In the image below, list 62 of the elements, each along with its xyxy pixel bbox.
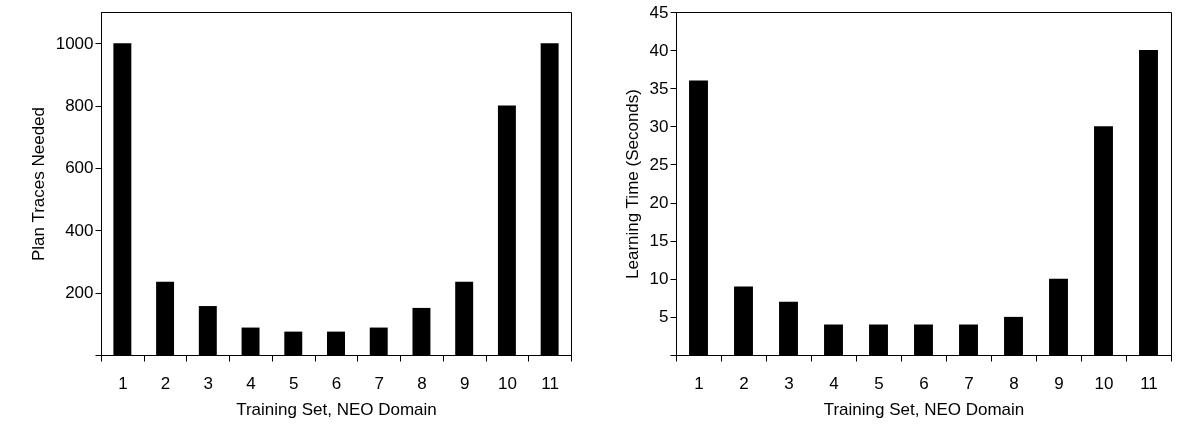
bar	[284, 331, 303, 355]
x-tick-label: 6	[919, 373, 929, 393]
bar	[1049, 278, 1068, 355]
bar	[113, 43, 132, 355]
y-axis-title: Learning Time (Seconds)	[622, 89, 642, 279]
bar	[1139, 50, 1158, 355]
x-tick-label: 10	[1094, 373, 1114, 393]
y-tick-label: 200	[65, 283, 94, 303]
bar	[824, 324, 843, 355]
x-tick-label: 9	[459, 373, 470, 393]
x-tick-label: 10	[497, 373, 517, 393]
x-tick-label: 3	[203, 373, 214, 393]
x-tick-label: 6	[331, 373, 342, 393]
x-tick-label: 3	[784, 373, 794, 393]
y-tick-label: 15	[649, 231, 669, 251]
x-tick-label: 9	[1054, 373, 1064, 393]
y-tick-label: 600	[65, 158, 94, 178]
x-axis-title: Training Set, NEO Domain	[236, 399, 437, 419]
bar	[455, 281, 474, 355]
x-tick-label: 4	[829, 373, 839, 393]
x-tick-label: 1	[694, 373, 704, 393]
bar	[241, 327, 260, 355]
bar	[869, 324, 888, 355]
bar	[540, 43, 559, 355]
x-tick-label: 7	[374, 373, 384, 393]
y-tick-label: 25	[649, 154, 669, 174]
x-tick-label: 5	[289, 373, 299, 393]
x-tick-label: 7	[964, 373, 974, 393]
x-tick-label: 4	[246, 373, 256, 393]
bar	[327, 331, 345, 355]
x-tick-label: 8	[417, 373, 427, 393]
bar	[1004, 316, 1023, 355]
x-tick-label: 1	[118, 373, 128, 393]
y-tick-label: 45	[649, 2, 669, 22]
y-tick-label: 20	[649, 193, 669, 213]
x-tick-label: 8	[1009, 373, 1019, 393]
x-tick-label: 2	[160, 373, 171, 393]
bar	[198, 306, 217, 355]
bar	[959, 324, 978, 355]
y-tick-label: 1000	[55, 33, 94, 53]
y-tick-label: 400	[65, 220, 94, 240]
y-axis-title: Plan Traces Needed	[28, 106, 48, 262]
y-tick-label: 800	[65, 96, 94, 116]
y-tick-label: 40	[649, 40, 669, 60]
x-axis-title: Training Set, NEO Domain	[823, 399, 1025, 419]
x-tick-label: 5	[874, 373, 884, 393]
bar	[497, 105, 516, 355]
y-tick-label: 10	[649, 269, 669, 289]
bar	[734, 286, 753, 355]
x-tick-label: 11	[1140, 373, 1158, 393]
x-tick-label: 11	[541, 373, 559, 393]
y-tick-label: 5	[659, 307, 669, 327]
bar	[689, 80, 708, 355]
bar	[412, 307, 431, 355]
bar	[369, 327, 388, 355]
bar	[779, 301, 798, 355]
bar	[914, 324, 933, 355]
x-tick-label: 2	[739, 373, 749, 393]
y-tick-label: 30	[649, 116, 669, 136]
y-tick-label: 35	[649, 78, 669, 98]
bar	[1094, 126, 1113, 355]
bar	[156, 281, 175, 355]
